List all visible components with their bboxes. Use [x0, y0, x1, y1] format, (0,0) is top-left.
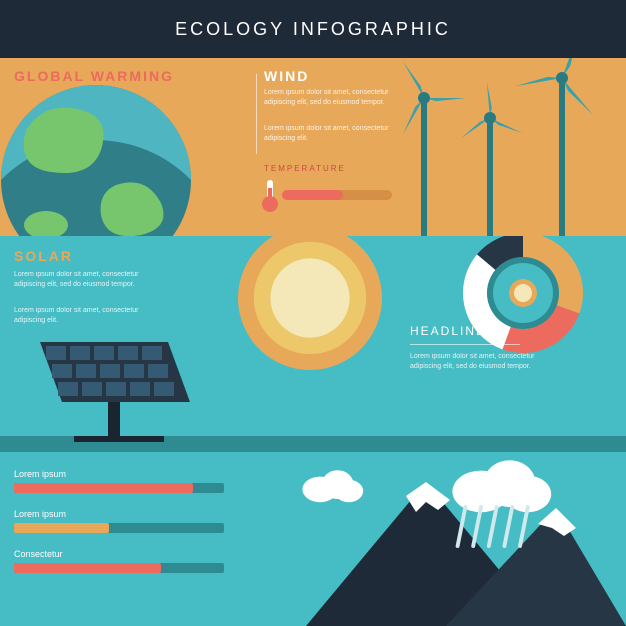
bar-bg	[14, 523, 224, 533]
solar-body-2: Lorem ipsum dolor sit amet, consectetur …	[14, 306, 144, 326]
cloud-icon	[296, 467, 368, 512]
cloud-icon	[442, 455, 559, 564]
bar-label: Consectetur	[14, 549, 224, 559]
solar-label: SOLAR	[14, 248, 73, 264]
headline-label: HEADLINE	[410, 324, 486, 338]
bar-label: Lorem ipsum	[14, 509, 224, 519]
donut-chart	[448, 236, 598, 368]
solar-body-1: Lorem ipsum dolor sit amet, consectetur …	[14, 270, 144, 290]
headline-rule	[410, 344, 520, 345]
bar-row: Consectetur	[14, 549, 224, 573]
panel-global-warming-wind: GLOBAL WARMING WIND Lorem ipsum dolor si…	[0, 58, 626, 236]
headline-body: Lorem ipsum dolor sit amet, consectetur …	[410, 352, 560, 372]
page-title: ECOLOGY INFOGRAPHIC	[175, 19, 451, 40]
panel-bars-mountains: Lorem ipsum Lorem ipsum Consectetur	[0, 452, 626, 626]
bar-fill	[14, 523, 109, 533]
bar-bg	[14, 563, 224, 573]
panel-solar: SOLAR Lorem ipsum dolor sit amet, consec…	[0, 236, 626, 452]
solar-panel-icon	[34, 332, 214, 452]
bar-row: Lorem ipsum	[14, 469, 224, 493]
bar-row: Lorem ipsum	[14, 509, 224, 533]
sun-icon	[210, 236, 410, 396]
header: ECOLOGY INFOGRAPHIC	[0, 0, 626, 58]
bar-fill	[14, 483, 193, 493]
wind-turbines-icon	[0, 58, 626, 236]
bar-bg	[14, 483, 224, 493]
bar-fill	[14, 563, 161, 573]
bar-label: Lorem ipsum	[14, 469, 224, 479]
